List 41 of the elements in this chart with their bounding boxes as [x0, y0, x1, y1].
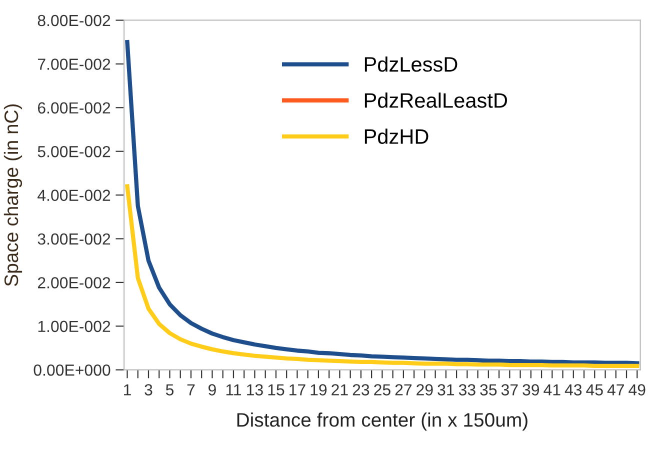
line-series	[125, 184, 640, 368]
y-tick-label: 6.00E-002	[38, 102, 110, 114]
x-tick-label: 3	[144, 384, 152, 396]
legend-label: PdzLessD	[364, 56, 458, 72]
x-tick-label: 45	[586, 384, 603, 396]
y-tick-label: 2.00E-002	[38, 277, 110, 288]
x-tick-label: 13	[247, 384, 263, 396]
x-tick-label: 29	[416, 384, 433, 396]
x-tick-label: 27	[395, 384, 412, 396]
x-tick-label: 1	[124, 384, 131, 396]
x-tick-label: 15	[268, 384, 284, 396]
y-tick-label: 1.00E-002	[38, 320, 110, 332]
y-tick-label: 4.00E-002	[38, 190, 110, 201]
x-tick-label: 17	[290, 384, 306, 396]
y-tick-label: 0.00E+000	[34, 364, 110, 376]
line-series	[125, 40, 640, 366]
x-tick-label: 19	[310, 384, 327, 396]
legend-label: PdzRealLeastD	[364, 92, 508, 108]
x-tick-label: 5	[166, 384, 174, 396]
x-tick-label: 21	[332, 384, 348, 396]
x-tick-label: 25	[374, 384, 390, 396]
x-tick-label: 33	[458, 384, 476, 396]
x-tick-label: 23	[352, 384, 370, 396]
x-tick-label: 43	[564, 384, 582, 396]
x-tick-label: 9	[208, 384, 216, 396]
legend-label: PdzHD	[364, 128, 428, 144]
x-tick-label: 39	[522, 384, 540, 396]
x-axis-title: Distance from center (in x 150um)	[237, 412, 528, 431]
x-tick-label: 11	[226, 384, 241, 396]
y-tick-label: 5.00E-002	[38, 146, 110, 158]
x-tick-label: 41	[544, 384, 560, 396]
y-tick-label: 8.00E-002	[38, 14, 110, 26]
x-tick-label: 7	[187, 384, 195, 396]
y-axis-title: Space charge (in nC)	[4, 104, 22, 286]
x-tick-label: 37	[501, 384, 518, 396]
x-tick-label: 47	[607, 384, 624, 396]
x-tick-label: 31	[438, 384, 454, 396]
x-tick-label: 35	[480, 384, 497, 396]
y-tick-label: 3.00E-002	[38, 233, 110, 245]
y-tick-label: 7.00E-002	[38, 58, 110, 70]
x-tick-label: 49	[628, 384, 646, 396]
